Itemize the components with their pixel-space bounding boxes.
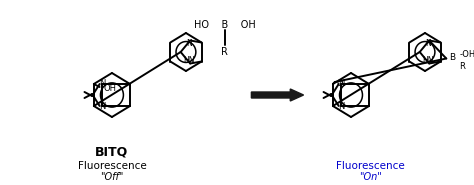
Text: R: R xyxy=(460,62,465,71)
Text: HN: HN xyxy=(422,56,434,65)
Text: B: B xyxy=(449,53,455,62)
Text: N: N xyxy=(100,102,106,110)
FancyArrow shape xyxy=(251,89,303,101)
Text: HO    B    OH: HO B OH xyxy=(194,20,255,30)
Text: "On": "On" xyxy=(359,172,382,182)
Text: N: N xyxy=(186,39,192,48)
Text: OH: OH xyxy=(103,83,116,92)
Text: "Off": "Off" xyxy=(100,172,124,182)
Text: R: R xyxy=(221,47,228,57)
Text: -OH: -OH xyxy=(460,50,474,59)
Text: N: N xyxy=(100,80,106,88)
Text: N: N xyxy=(338,80,345,88)
Text: Fluorescence: Fluorescence xyxy=(336,161,404,171)
Text: N: N xyxy=(425,39,431,48)
Text: O: O xyxy=(337,78,343,88)
Text: N: N xyxy=(338,102,345,110)
Text: HN: HN xyxy=(183,56,195,65)
Text: Fluorescence: Fluorescence xyxy=(78,161,146,171)
Text: BITQ: BITQ xyxy=(95,145,128,159)
